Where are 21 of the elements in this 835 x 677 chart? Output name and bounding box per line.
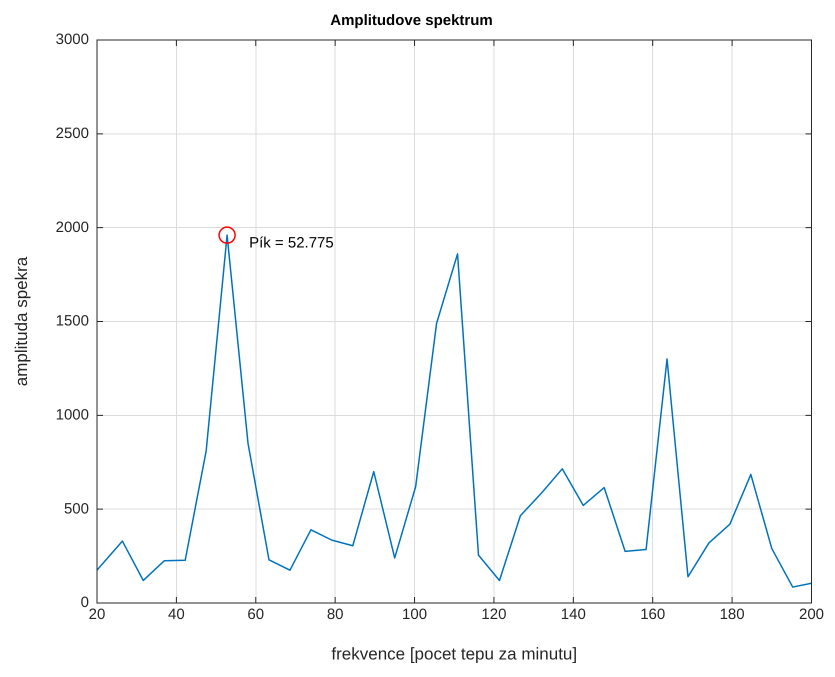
chart-title: Amplitudove spektrum	[330, 12, 493, 30]
x-tick-label: 20	[88, 606, 106, 624]
x-tick-label: 140	[560, 606, 586, 624]
x-axis-title: frekvence [pocet tepu za minutu]	[331, 644, 578, 664]
y-tick-label: 1000	[56, 406, 89, 424]
x-tick-label: 80	[326, 606, 344, 624]
x-tick-label: 40	[168, 606, 185, 624]
x-tick-label: 180	[720, 606, 745, 624]
y-axis-title: amplituda spekra	[12, 256, 31, 386]
x-tick-label: 120	[481, 606, 506, 624]
y-tick-label: 2000	[56, 218, 89, 236]
y-tick-label: 0	[80, 594, 89, 612]
y-tick-label: 500	[64, 500, 89, 518]
x-tick-label: 160	[640, 606, 666, 624]
x-tick-label: 100	[402, 606, 428, 624]
x-tick-label: 200	[798, 606, 824, 624]
x-tick-label: 60	[247, 606, 264, 624]
y-tick-label: 3000	[56, 31, 89, 48]
annotation: Pík = 52.775	[249, 234, 334, 252]
y-tick-label: 2500	[56, 124, 89, 142]
y-tick-label: 1500	[56, 312, 89, 330]
